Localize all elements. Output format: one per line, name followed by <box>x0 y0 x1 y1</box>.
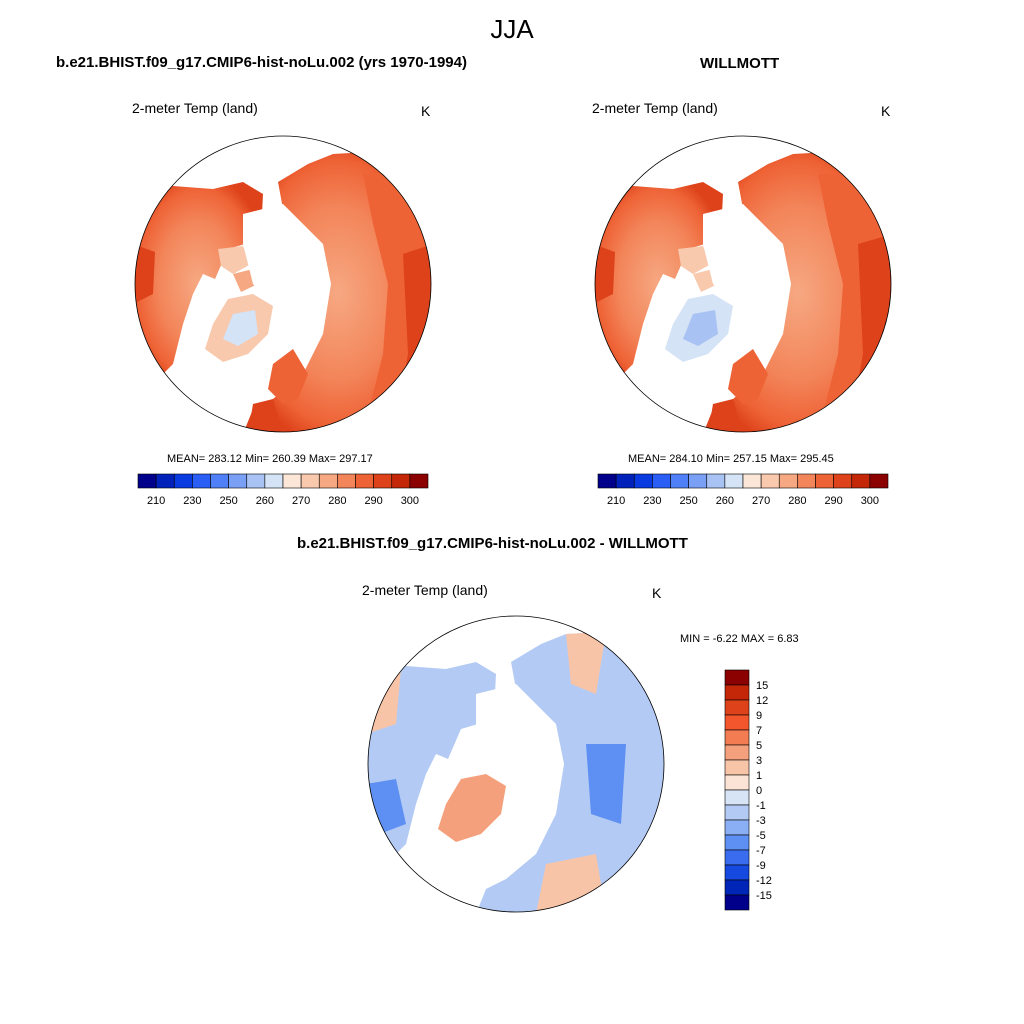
panel-3-colorbar: 15 12 9 7 5 3 1 0 -1 -3 -5 -7 -9 -12 -15 <box>724 669 772 911</box>
panel-3-colorbar-cell <box>724 834 750 851</box>
panel-1-colorbar-label: 300 <box>401 495 419 507</box>
panel-3-variable-label: 2-meter Temp (land) <box>362 582 488 598</box>
panel-1-colorbar-cell <box>155 473 175 489</box>
panel-2-colorbar-label: 300 <box>861 495 879 507</box>
panel-1-colorbar-label: 260 <box>256 495 274 507</box>
panel-3-colorbar-cell <box>724 894 750 911</box>
panel-1-units-label: K <box>421 103 431 119</box>
panel-2-colorbar-label: 250 <box>679 495 697 507</box>
panel-3-colorbar-label: -1 <box>756 800 766 812</box>
panel-1-colorbar-label: 290 <box>364 495 382 507</box>
panel-2-colorbar-cell <box>706 473 726 489</box>
panel-2-title: WILLMOTT <box>700 55 780 72</box>
panel-3-colorbar-label: 5 <box>756 740 762 752</box>
panel-2-colorbar-cell <box>615 473 635 489</box>
panel-2-colorbar-cell <box>760 473 780 489</box>
panel-3-colorbar-label: 7 <box>756 725 762 737</box>
panel-3-colorbar-label: -9 <box>756 860 766 872</box>
panel-2-colorbar-cell <box>670 473 689 489</box>
panel-2-colorbar: 210 230 250 260 270 280 290 300 <box>597 473 889 507</box>
panel-2-colorbar-cell <box>833 473 853 489</box>
panel-3-colorbar-label: -15 <box>756 890 772 902</box>
panel-3-colorbar-cell <box>724 879 750 896</box>
panel-2-variable-label: 2-meter Temp (land) <box>592 100 718 116</box>
panel-3-colorbar-label: -12 <box>756 875 772 887</box>
panel-3-units-label: K <box>652 585 662 601</box>
panel-3-colorbar-cell <box>724 804 750 821</box>
panel-3-colorbar-cell <box>724 684 750 701</box>
panel-1-colorbar-label: 210 <box>147 495 165 507</box>
panel-1-colorbar-cell <box>318 473 338 489</box>
figure-title: JJA <box>490 14 534 44</box>
panel-1-colorbar-cell <box>337 473 356 489</box>
panel-2-colorbar-cell <box>851 473 871 489</box>
panel-1-colorbar: 210 230 250 260 270 280 290 300 <box>137 473 429 507</box>
panel-2-colorbar-label: 280 <box>788 495 806 507</box>
panel-3-colorbar-label: 9 <box>756 710 762 722</box>
panel-3-title: b.e21.BHIST.f09_g17.CMIP6-hist-noLu.002 … <box>297 535 688 552</box>
panel-2-colorbar-label: 270 <box>752 495 770 507</box>
panel-1-colorbar-label: 250 <box>219 495 237 507</box>
panel-3-colorbar-cell <box>724 819 750 836</box>
panel-2-colorbar-cell <box>778 473 798 489</box>
panel-2-stats: MEAN= 284.10 Min= 257.15 Max= 295.45 <box>628 453 834 465</box>
panel-3-colorbar-cell <box>724 789 750 806</box>
panel-3-colorbar-cell <box>724 864 750 881</box>
panel-1-map <box>134 135 432 433</box>
panel-3-stats: MIN = -6.22 MAX = 6.83 <box>680 633 799 645</box>
panel-1-colorbar-cell <box>228 473 248 489</box>
panel-2-colorbar-cell <box>597 473 617 489</box>
panel-2-colorbar-cell <box>797 473 816 489</box>
panel-1-colorbar-cell <box>355 473 374 489</box>
panel-2-units-label: K <box>881 103 891 119</box>
panel-3-colorbar-cell <box>724 699 750 716</box>
panel-2-colorbar-cell <box>688 473 708 489</box>
panel-2-colorbar-cell <box>815 473 834 489</box>
panel-3-colorbar-cell <box>724 744 750 761</box>
panel-1-colorbar-label: 270 <box>292 495 310 507</box>
panel-3-map <box>367 615 665 913</box>
panel-2-colorbar-label: 210 <box>607 495 625 507</box>
panel-2-colorbar-cell <box>742 473 762 489</box>
panel-3-colorbar-cell <box>724 714 750 731</box>
panel-1-colorbar-cell <box>192 473 211 489</box>
panel-2-colorbar-cell <box>724 473 744 489</box>
panel-1-colorbar-label: 280 <box>328 495 346 507</box>
panel-2-colorbar-cell <box>652 473 671 489</box>
panel-1-colorbar-cell <box>409 473 429 489</box>
panel-1-colorbar-cell <box>373 473 393 489</box>
panel-2-colorbar-cell <box>633 473 653 489</box>
panel-1-colorbar-cell <box>300 473 320 489</box>
panel-3-colorbar-label: -7 <box>756 845 766 857</box>
panel-3-colorbar-cell <box>724 759 750 776</box>
panel-1-colorbar-cell <box>391 473 411 489</box>
panel-2-colorbar-cell <box>869 473 889 489</box>
panel-1-colorbar-cell <box>282 473 302 489</box>
panel-3-colorbar-label: 1 <box>756 770 762 782</box>
panel-2-colorbar-label: 230 <box>643 495 661 507</box>
panel-3-colorbar-cell <box>724 729 750 746</box>
panel-3-colorbar-cell <box>724 669 750 686</box>
panel-3-colorbar-label: -5 <box>756 830 766 842</box>
panel-1-stats: MEAN= 283.12 Min= 260.39 Max= 297.17 <box>167 453 373 465</box>
panel-2-colorbar-label: 260 <box>716 495 734 507</box>
panel-3-colorbar-label: 0 <box>756 785 762 797</box>
panel-2-map <box>594 135 892 433</box>
panel-1-colorbar-cell <box>173 473 193 489</box>
panel-2-colorbar-label: 290 <box>824 495 842 507</box>
panel-1-colorbar-cell <box>264 473 284 489</box>
panel-3-colorbar-cell <box>724 849 750 866</box>
panel-1-colorbar-cell <box>246 473 266 489</box>
panel-3-colorbar-label: 3 <box>756 755 762 767</box>
panel-3-colorbar-label: -3 <box>756 815 766 827</box>
panel-1-title: b.e21.BHIST.f09_g17.CMIP6-hist-noLu.002 … <box>56 54 467 71</box>
panel-1-colorbar-cell <box>210 473 229 489</box>
panel-3-colorbar-label: 12 <box>756 695 768 707</box>
panel-3-colorbar-label: 15 <box>756 680 768 692</box>
panel-1-colorbar-cell <box>137 473 157 489</box>
panel-1-colorbar-label: 230 <box>183 495 201 507</box>
panel-1-variable-label: 2-meter Temp (land) <box>132 100 258 116</box>
panel-3-colorbar-cell <box>724 774 750 791</box>
